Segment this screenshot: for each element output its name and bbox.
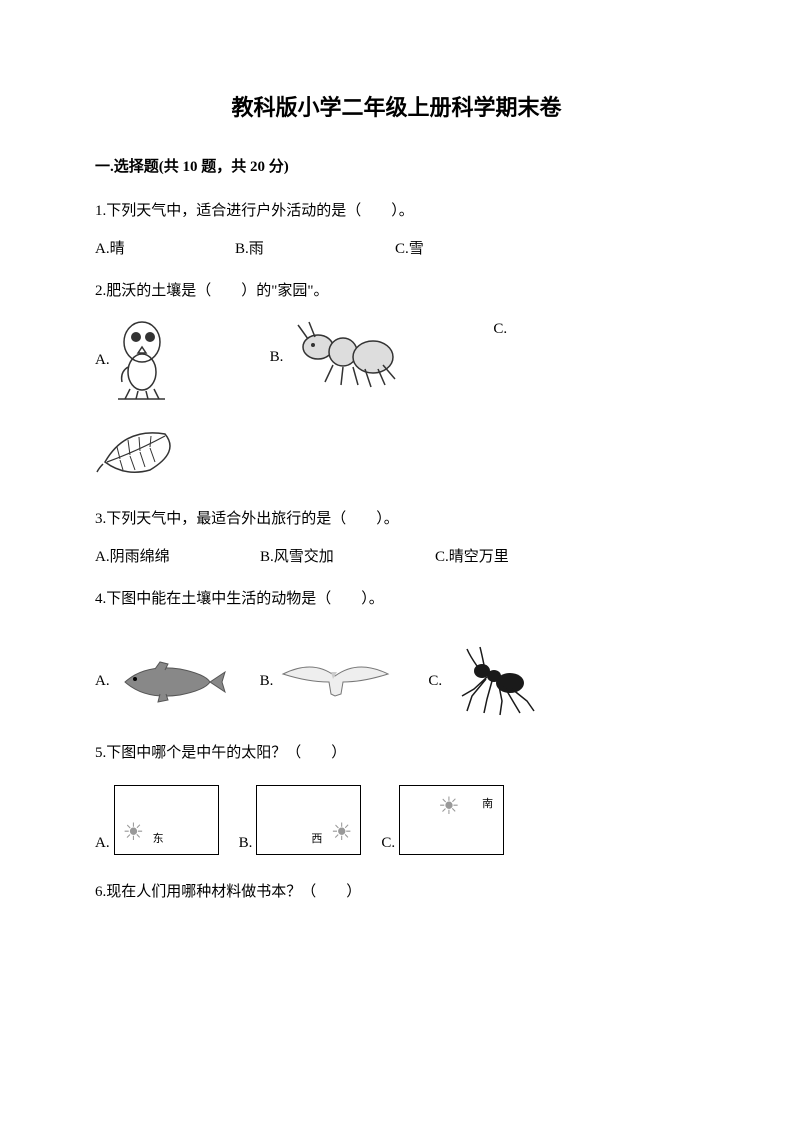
q3-options: A.阴雨绵绵 B.风雪交加 C.晴空万里 xyxy=(95,545,698,569)
q5-c-label: C. xyxy=(381,831,395,855)
q5-text: 5.下图中哪个是中午的太阳？（ ） xyxy=(95,741,698,765)
section-header: 一.选择题(共 10 题，共 20 分) xyxy=(95,155,698,179)
sun-label-east: 东 xyxy=(153,831,164,849)
q5-option-a: A. ☀ 东 xyxy=(95,785,219,855)
q4-text: 4.下图中能在土壤中生活的动物是（ ）。 xyxy=(95,587,698,611)
leaf-icon xyxy=(95,422,190,482)
question-5: 5.下图中哪个是中午的太阳？（ ） A. ☀ 东 B. 西 ☀ C. ☀ 南 xyxy=(95,741,698,855)
sun-icon-a: ☀ xyxy=(123,814,145,852)
question-1: 1.下列天气中，适合进行户外活动的是（ ）。 A.晴 B.雨 C.雪 xyxy=(95,199,698,261)
q5-option-c: C. ☀ 南 xyxy=(381,785,504,855)
q1-text: 1.下列天气中，适合进行户外活动的是（ ）。 xyxy=(95,199,698,223)
q3-option-b: B.风雪交加 xyxy=(260,545,435,569)
q2-option-c: C. xyxy=(493,317,507,341)
q4-option-b: B. xyxy=(260,654,399,709)
sun-box-c: ☀ 南 xyxy=(399,785,504,855)
q5-b-label: B. xyxy=(239,831,253,855)
question-3: 3.下列天气中，最适合外出旅行的是（ ）。 A.阴雨绵绵 B.风雪交加 C.晴空… xyxy=(95,507,698,569)
question-6: 6.现在人们用哪种材料做书本？（ ） xyxy=(95,880,698,904)
ant-photo-icon xyxy=(442,641,542,721)
bird-icon xyxy=(110,317,180,402)
question-2: 2.肥沃的土壤是（ ）的"家园"。 A. B. xyxy=(95,279,698,482)
q2-a-label: A. xyxy=(95,348,110,372)
q5-option-b: B. 西 ☀ xyxy=(239,785,362,855)
q2-b-label: B. xyxy=(270,345,284,369)
q4-option-c: C. xyxy=(428,641,542,721)
fish-icon xyxy=(110,654,230,709)
q2-text: 2.肥沃的土壤是（ ）的"家园"。 xyxy=(95,279,698,303)
q4-a-label: A. xyxy=(95,669,110,693)
q4-c-label: C. xyxy=(428,669,442,693)
q6-text: 6.现在人们用哪种材料做书本？（ ） xyxy=(95,880,698,904)
q1-option-a: A.晴 xyxy=(95,237,235,261)
q1-options: A.晴 B.雨 C.雪 xyxy=(95,237,698,261)
q3-option-c: C.晴空万里 xyxy=(435,545,509,569)
q5-a-label: A. xyxy=(95,831,110,855)
question-4: 4.下图中能在土壤中生活的动物是（ ）。 A. B. C. xyxy=(95,587,698,721)
sun-label-south: 南 xyxy=(482,796,493,814)
q1-option-c: C.雪 xyxy=(395,237,555,261)
q2-c-label: C. xyxy=(493,317,507,341)
sun-label-west: 西 xyxy=(311,831,322,849)
seagull-icon xyxy=(273,654,398,709)
ant-icon xyxy=(283,317,413,397)
q2-option-b: B. xyxy=(270,317,414,397)
q4-b-label: B. xyxy=(260,669,274,693)
sun-box-b: 西 ☀ xyxy=(256,785,361,855)
q4-option-a: A. xyxy=(95,654,230,709)
sun-icon-b: ☀ xyxy=(331,814,353,852)
sun-icon-c: ☀ xyxy=(438,788,460,826)
q3-text: 3.下列天气中，最适合外出旅行的是（ ）。 xyxy=(95,507,698,531)
page-title: 教科版小学二年级上册科学期末卷 xyxy=(95,90,698,125)
q2-c-image xyxy=(95,422,698,482)
sun-box-a: ☀ 东 xyxy=(114,785,219,855)
q3-option-a: A.阴雨绵绵 xyxy=(95,545,260,569)
q1-option-b: B.雨 xyxy=(235,237,395,261)
q2-option-a: A. xyxy=(95,317,180,402)
